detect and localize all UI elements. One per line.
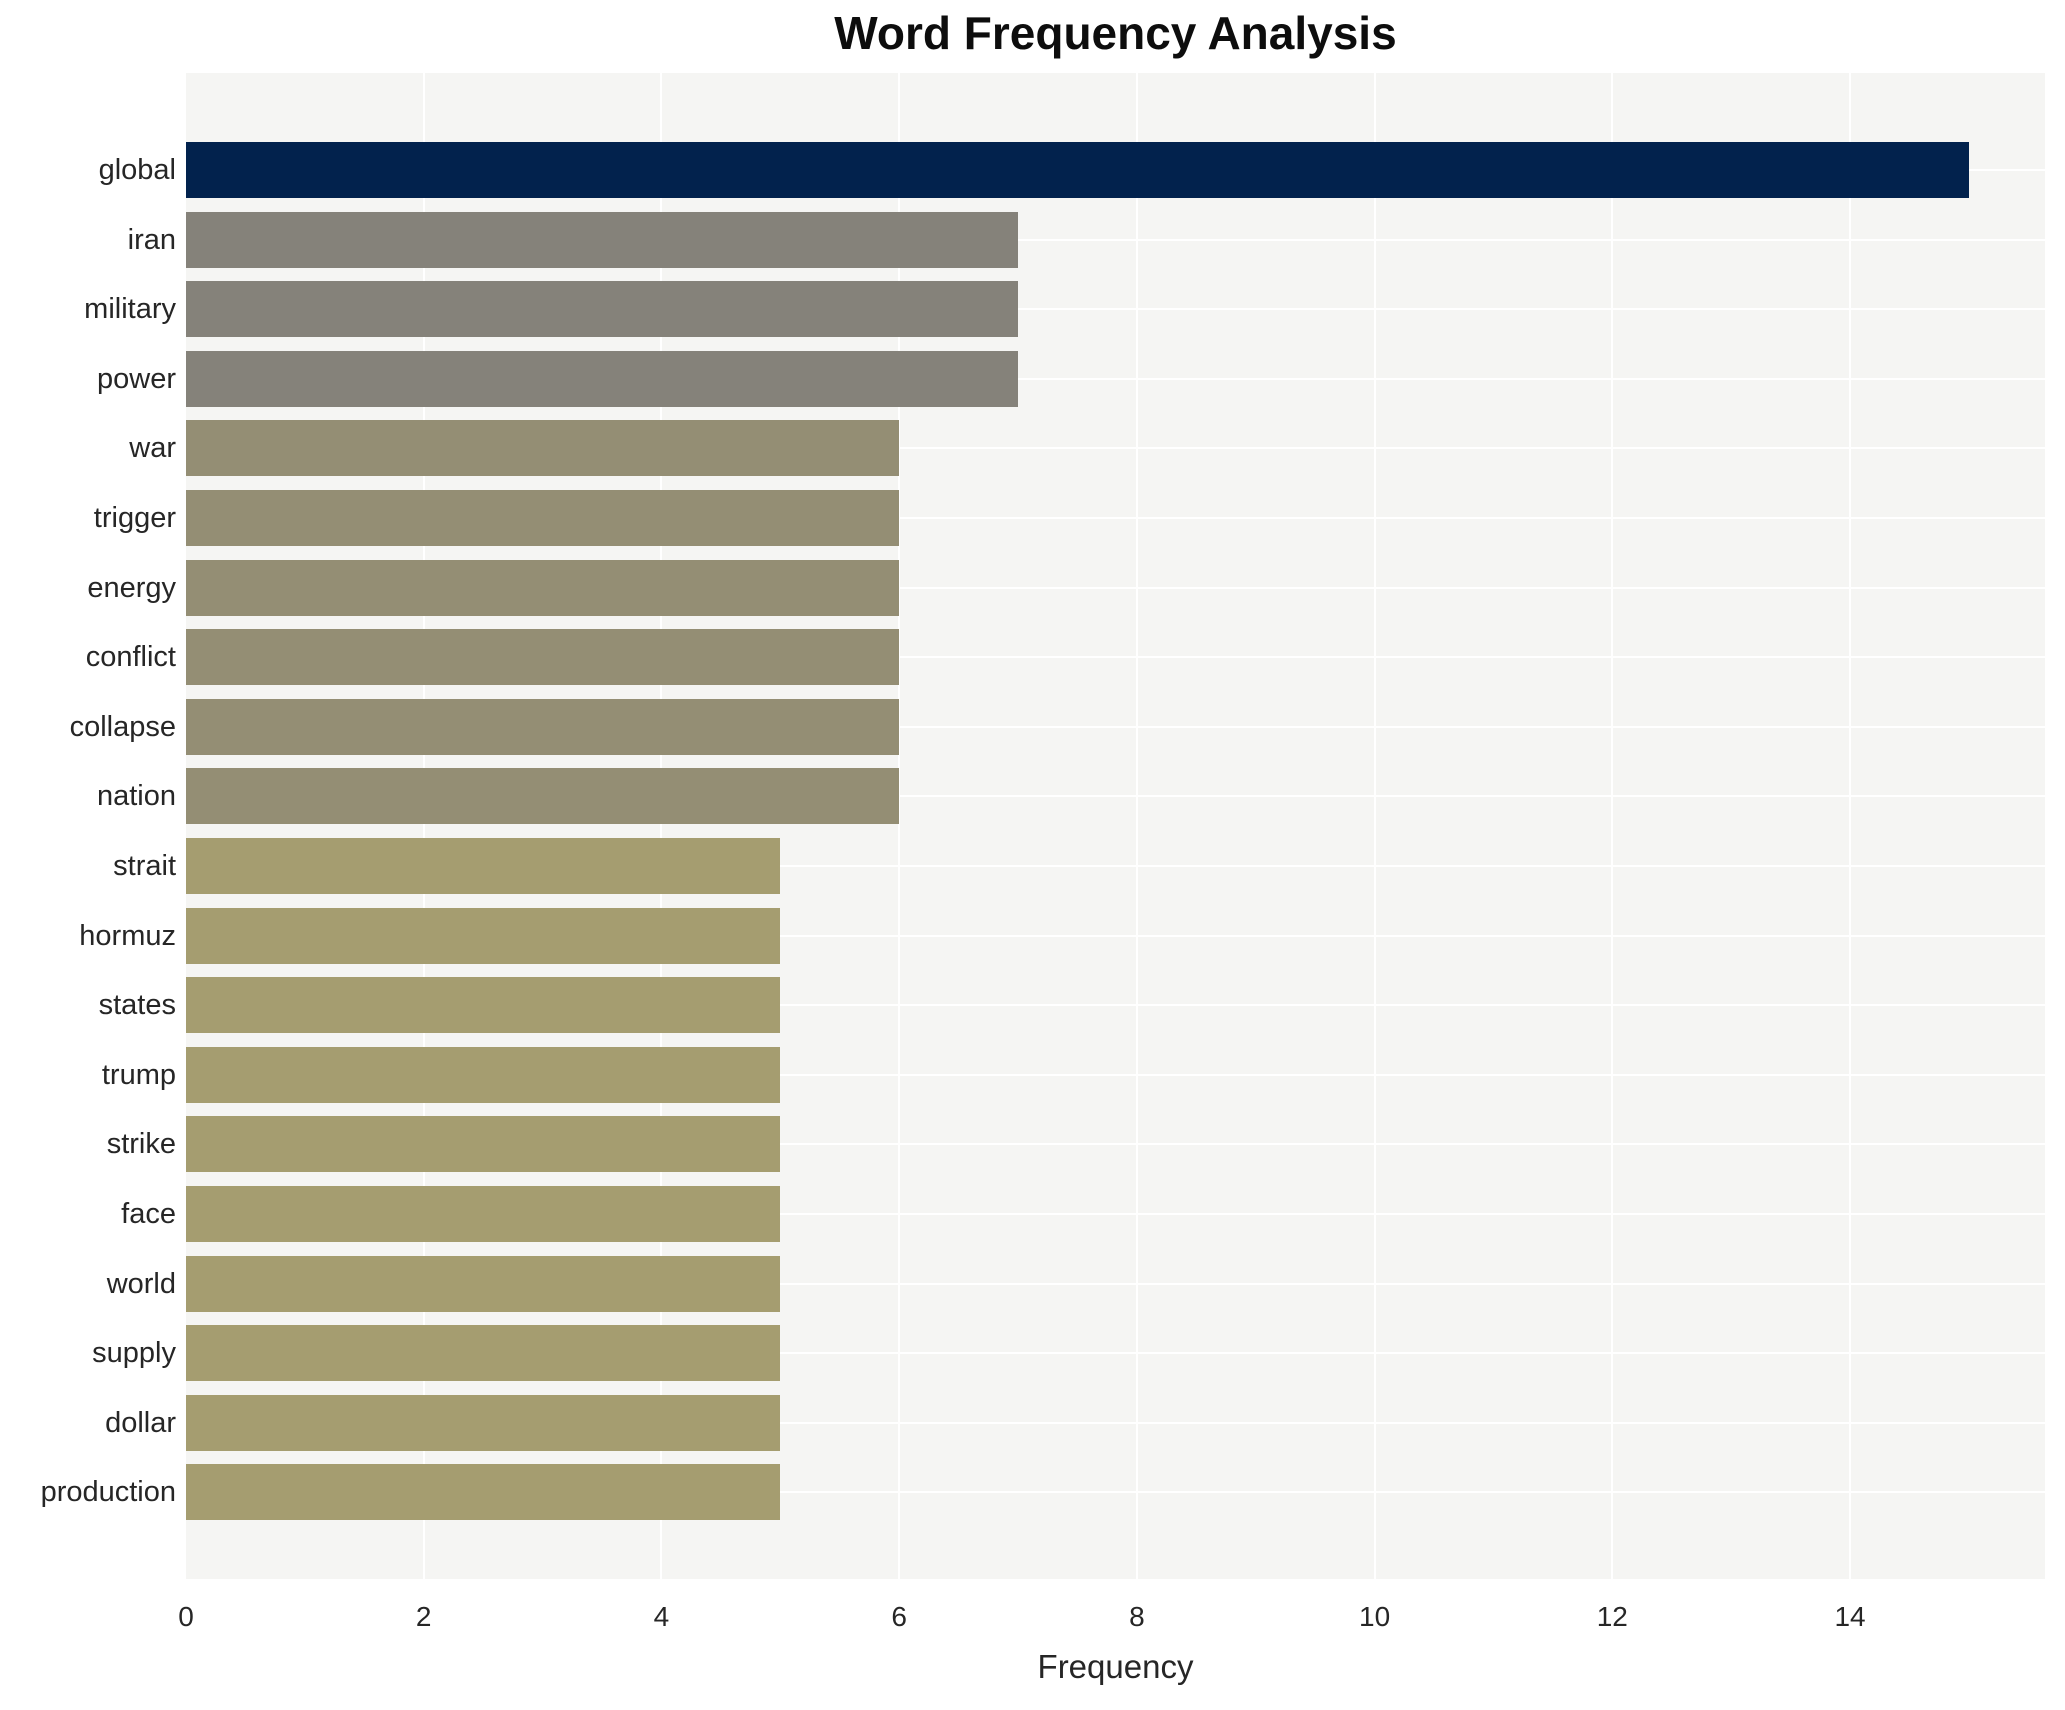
bar-strait <box>186 838 781 894</box>
horizontal-gridline-trigger <box>186 517 2045 519</box>
x-tick-label-14: 14 <box>1834 1601 1866 1632</box>
bar-collapse <box>186 698 900 755</box>
horizontal-gridline-power <box>186 377 2045 380</box>
horizontal-gridline-production <box>186 1491 2045 1494</box>
x-tick-label-4: 4 <box>653 1601 670 1632</box>
bar-military <box>186 281 1019 338</box>
category-label-strait: strait <box>113 850 176 882</box>
bar-nation <box>186 768 900 825</box>
vertical-gridline-12 <box>1611 73 1614 1579</box>
category-label-world: world <box>106 1267 176 1300</box>
category-label-dollar: dollar <box>105 1406 176 1439</box>
vertical-gridline-10 <box>1373 73 1376 1579</box>
category-label-conflict: conflict <box>85 641 176 674</box>
bar-dollar <box>186 1394 781 1451</box>
category-label-collapse: collapse <box>69 710 176 743</box>
category-label-trigger: trigger <box>93 502 176 534</box>
vertical-gridline-6 <box>898 73 901 1579</box>
horizontal-gridline-trump <box>186 1073 2045 1076</box>
horizontal-gridline-face <box>186 1213 2045 1215</box>
bar-war <box>186 420 900 477</box>
category-label-states: states <box>98 989 176 1022</box>
category-label-power: power <box>97 362 176 395</box>
category-label-hormuz: hormuz <box>79 919 176 952</box>
category-label-military: military <box>84 293 176 326</box>
category-label-iran: iran <box>127 223 176 256</box>
bar-iran <box>186 211 1019 268</box>
horizontal-gridline-supply <box>186 1352 2045 1355</box>
horizontal-gridline-world <box>186 1282 2045 1285</box>
horizontal-gridline-dollar <box>186 1421 2045 1424</box>
horizontal-gridline-strike <box>186 1143 2045 1146</box>
category-label-face: face <box>121 1198 176 1230</box>
x-tick-label-12: 12 <box>1596 1601 1628 1632</box>
bar-conflict <box>186 629 900 686</box>
bar-trigger <box>186 490 900 546</box>
category-label-trump: trump <box>101 1058 176 1091</box>
category-label-nation: nation <box>96 780 176 813</box>
bar-states <box>186 977 781 1034</box>
bar-hormuz <box>186 907 781 964</box>
vertical-gridline-2 <box>422 73 425 1579</box>
bar-supply <box>186 1325 781 1382</box>
horizontal-gridline-collapse <box>186 725 2045 728</box>
horizontal-gridline-nation <box>186 795 2045 798</box>
category-label-strike: strike <box>106 1128 176 1161</box>
vertical-gridline-8 <box>1135 73 1138 1579</box>
horizontal-gridline-hormuz <box>186 934 2045 937</box>
horizontal-gridline-iran <box>186 238 2045 241</box>
x-tick-label-2: 2 <box>415 1601 432 1632</box>
x-axis-label: Frequency <box>1037 1648 1194 1685</box>
chart-title: Word Frequency Analysis <box>834 7 1397 59</box>
vertical-gridline-14 <box>1849 73 1852 1579</box>
bar-strike <box>186 1116 781 1173</box>
bar-world <box>186 1255 781 1312</box>
horizontal-gridline-states <box>186 1004 2045 1007</box>
x-tick-label-8: 8 <box>1129 1601 1145 1632</box>
category-label-supply: supply <box>92 1337 176 1370</box>
category-label-global: global <box>98 154 176 186</box>
category-label-energy: energy <box>87 571 176 604</box>
bar-production <box>186 1464 781 1521</box>
bar-energy <box>186 559 900 616</box>
bar-global <box>186 142 1969 198</box>
vertical-gridline-4 <box>660 73 663 1579</box>
horizontal-gridline-strait <box>186 865 2045 867</box>
bar-face <box>186 1186 781 1242</box>
x-tick-label-10: 10 <box>1359 1601 1391 1632</box>
horizontal-gridline-war <box>186 447 2045 450</box>
plot-area <box>186 73 2045 1579</box>
category-label-production: production <box>40 1476 176 1509</box>
horizontal-gridline-energy <box>186 586 2045 589</box>
category-label-war: war <box>129 432 176 465</box>
x-tick-label-6: 6 <box>891 1601 907 1632</box>
horizontal-gridline-conflict <box>186 656 2045 659</box>
x-tick-label-0: 0 <box>178 1601 194 1632</box>
bar-trump <box>186 1046 781 1103</box>
bar-power <box>186 350 1019 407</box>
horizontal-gridline-military <box>186 308 2045 311</box>
